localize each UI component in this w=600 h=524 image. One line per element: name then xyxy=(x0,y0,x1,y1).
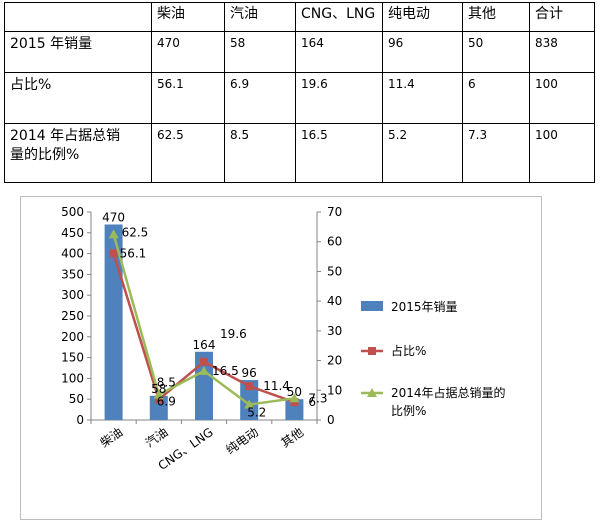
x-category-label: 柴油 xyxy=(98,425,126,450)
square-marker xyxy=(245,382,254,391)
y-right-tick-label: 60 xyxy=(327,235,342,249)
table-cell: 470 xyxy=(151,31,225,73)
y-right-tick-label: 70 xyxy=(327,205,342,219)
row-label: 2014 年占据总销 量的比例% xyxy=(4,123,152,183)
row-label: 2015 年销量 xyxy=(4,31,152,73)
header-cell: 其他 xyxy=(462,2,530,32)
table-row: 2015 年销量 470 58 164 96 50 838 xyxy=(4,31,595,73)
square-marker xyxy=(200,357,208,366)
x-category-label: 纯电动 xyxy=(223,425,261,457)
bar-data-label: 50 xyxy=(287,385,302,399)
share-2015-data-label: 19.6 xyxy=(220,327,247,341)
y-right-tick-label: 10 xyxy=(327,383,342,397)
table-cell: 58 xyxy=(224,31,296,73)
combo-chart: 0 50 100 150 200 250 300 350 400 450 500 0 10 20 30 40 5… xyxy=(20,196,542,520)
legend-label: 2014年占据总销量的 xyxy=(391,385,506,400)
share-2015-data-label: 56.1 xyxy=(120,246,147,260)
table-cell: 62.5 xyxy=(151,123,225,183)
y-left-tick-label: 300 xyxy=(61,288,84,302)
share-2014-data-label: 8.5 xyxy=(157,376,176,390)
x-category-label: 其他 xyxy=(278,425,306,450)
share-2015-data-label: 6 xyxy=(308,395,316,409)
bar xyxy=(104,224,123,420)
square-marker xyxy=(109,249,118,258)
header-cell xyxy=(4,2,152,32)
share-2015-data-label: 11.4 xyxy=(263,379,290,393)
sales-table: 柴油 汽油 CNG、LNG 纯电动 其他 合计 2015 年销量 470 58 … xyxy=(4,2,595,183)
y-left-tick-label: 200 xyxy=(61,330,84,344)
triangle-marker xyxy=(199,365,209,375)
row-label-line: 量的比例% xyxy=(10,147,80,163)
bar-data-label: 164 xyxy=(193,338,216,352)
table-cell: 5.2 xyxy=(382,123,463,183)
table-cell: 100 xyxy=(529,72,595,124)
table-cell: 56.1 xyxy=(151,72,225,124)
legend-label: 2015年销量 xyxy=(391,300,458,314)
table-cell: 164 xyxy=(295,31,383,73)
y-left-tick-label: 500 xyxy=(61,205,84,219)
bar xyxy=(285,399,304,420)
y-left-tick-label: 50 xyxy=(69,392,84,406)
y-right-tick-label: 0 xyxy=(327,413,335,427)
bar-data-label: 58 xyxy=(151,382,166,396)
table-cell: 96 xyxy=(382,31,463,73)
table-cell: 11.4 xyxy=(382,72,463,124)
row-label: 占比% xyxy=(4,72,152,124)
share-2015-data-label: 6.9 xyxy=(157,394,176,408)
legend-label: 占比% xyxy=(391,343,426,358)
legend-swatch-triangle xyxy=(367,388,377,397)
y-left-tick-label: 450 xyxy=(61,226,84,240)
share-2014-data-label: 16.5 xyxy=(212,364,239,378)
bar xyxy=(195,351,213,420)
table-cell: 838 xyxy=(529,31,595,73)
y-right-tick-label: 50 xyxy=(327,264,342,278)
legend-swatch-bar xyxy=(361,301,383,311)
share-2014-data-label: 62.5 xyxy=(122,225,149,239)
table-cell: 8.5 xyxy=(224,123,296,183)
table-cell: 7.3 xyxy=(462,123,530,183)
y-left-tick-label: 400 xyxy=(61,247,84,261)
table-header-row: 柴油 汽油 CNG、LNG 纯电动 其他 合计 xyxy=(4,2,595,32)
y-left-tick-label: 350 xyxy=(61,267,84,281)
bar-data-label: 470 xyxy=(102,210,125,224)
triangle-marker xyxy=(108,229,119,239)
legend-label: 比例% xyxy=(391,404,426,418)
y-right-tick-label: 20 xyxy=(327,354,342,368)
y-right-tick-label: 40 xyxy=(327,294,342,308)
triangle-marker xyxy=(289,393,300,403)
table-cell: 50 xyxy=(462,31,530,73)
share-2014-data-label: 5.2 xyxy=(247,406,266,420)
table-row: 占比% 56.1 6.9 19.6 11.4 6 100 xyxy=(4,72,595,124)
header-cell: 纯电动 xyxy=(382,2,463,32)
table-cell: 16.5 xyxy=(295,123,383,183)
square-marker xyxy=(154,395,163,404)
chart-canvas: 0 50 100 150 200 250 300 350 400 450 500 0 10 20 30 40 5… xyxy=(61,205,506,473)
triangle-marker xyxy=(153,389,164,399)
header-cell: 柴油 xyxy=(151,2,225,32)
triangle-marker xyxy=(244,399,255,409)
table-cell: 6 xyxy=(462,72,530,124)
header-cell: CNG、LNG xyxy=(295,2,383,32)
table-cell: 19.6 xyxy=(295,72,383,124)
bar-data-label: 96 xyxy=(242,366,257,380)
header-cell: 合计 xyxy=(529,2,595,32)
y-left-tick-label: 250 xyxy=(61,309,84,323)
bar xyxy=(149,395,168,420)
y-left-tick-label: 0 xyxy=(76,413,84,427)
y-left-tick-label: 100 xyxy=(61,371,84,385)
table-row: 2014 年占据总销 量的比例% 62.5 8.5 16.5 5.2 7.3 10… xyxy=(4,123,595,183)
y-left-tick-label: 150 xyxy=(61,351,84,365)
table-cell: 6.9 xyxy=(224,72,296,124)
row-label-line: 2014 年占据总销 xyxy=(10,128,121,144)
legend-swatch-square xyxy=(368,347,376,355)
table-cell: 100 xyxy=(529,123,595,183)
header-cell: 汽油 xyxy=(224,2,296,32)
x-category-label: 汽油 xyxy=(142,424,170,450)
share-2014-data-label: 7.3 xyxy=(308,391,327,405)
y-right-tick-label: 30 xyxy=(327,324,342,338)
